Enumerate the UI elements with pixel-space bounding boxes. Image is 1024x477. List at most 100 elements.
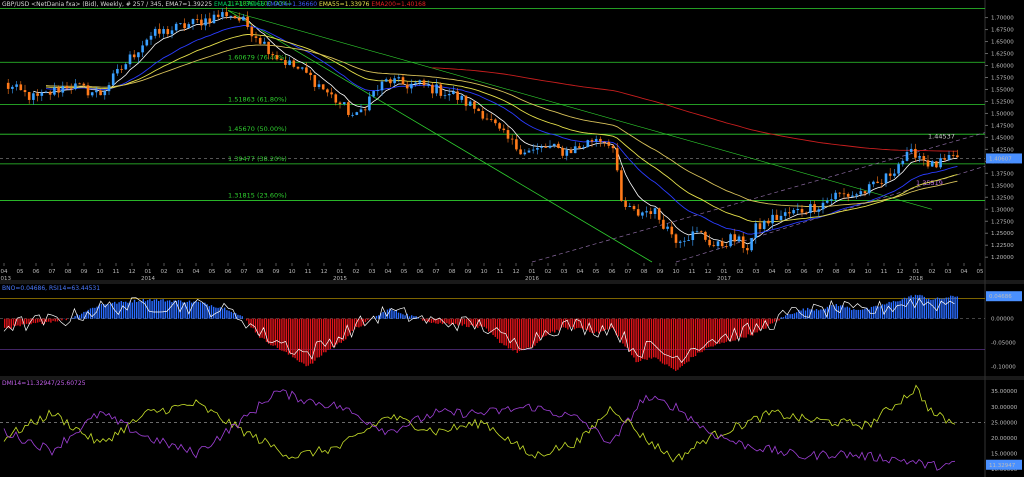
dmi-value-tag xyxy=(986,459,1022,470)
candle-body xyxy=(624,200,627,207)
candle-body xyxy=(775,214,779,220)
histogram-bar xyxy=(109,303,111,319)
x-tick-label: 03 xyxy=(753,269,760,275)
dmi-plus-line xyxy=(3,384,956,463)
histogram-bar xyxy=(281,318,283,351)
histogram-bar xyxy=(457,318,459,326)
histogram-bar xyxy=(349,318,351,335)
candle-body xyxy=(821,202,825,210)
histogram-bar xyxy=(298,318,301,362)
candle-body xyxy=(271,54,275,56)
histogram-bar xyxy=(928,298,930,319)
candle-body xyxy=(670,226,674,235)
candle-body xyxy=(439,84,443,96)
histogram-bar xyxy=(679,318,681,368)
histogram-bar xyxy=(945,297,947,319)
histogram-bar xyxy=(45,318,48,323)
candle-body xyxy=(183,23,186,29)
histogram-bar xyxy=(19,318,21,327)
histogram-bar xyxy=(657,318,659,360)
candle-body xyxy=(162,29,165,34)
ema55-label: EMA55=1.33976 xyxy=(318,1,370,8)
histogram-bar xyxy=(791,313,793,319)
y-tick-label: 1.55000 xyxy=(991,87,1014,93)
histogram-bar xyxy=(100,303,103,319)
histogram-bar xyxy=(802,308,804,319)
candle-body xyxy=(935,161,938,168)
osc-y-tick-label: 0.00000 xyxy=(991,317,1014,323)
histogram-bar xyxy=(725,318,727,342)
x-tick-label: 05 xyxy=(593,269,600,275)
histogram-bar xyxy=(98,304,100,319)
candle-body xyxy=(120,68,123,70)
histogram-bar xyxy=(540,318,543,339)
histogram-bar xyxy=(369,318,371,320)
candle-body xyxy=(300,67,304,69)
candle-body xyxy=(544,146,548,148)
histogram-bar xyxy=(699,318,701,353)
candle-body xyxy=(683,240,686,242)
histogram-bar xyxy=(712,318,714,347)
histogram-bar xyxy=(578,318,580,328)
histogram-bar xyxy=(213,306,215,319)
ema200-line xyxy=(432,67,958,152)
candle-body xyxy=(368,96,371,111)
candle-body xyxy=(603,141,606,143)
histogram-bar xyxy=(382,311,384,319)
histogram-bar xyxy=(675,318,677,371)
histogram-bar xyxy=(859,309,862,319)
y-tick-label: 1.50000 xyxy=(991,111,1014,117)
x-tick-label: 01 xyxy=(913,269,920,275)
x-tick-label: 07 xyxy=(625,269,632,275)
candle-body xyxy=(254,36,258,38)
candle-body xyxy=(750,238,753,251)
candle-body xyxy=(107,85,111,92)
histogram-bar xyxy=(206,304,208,319)
candle-body xyxy=(111,73,115,86)
candle-body xyxy=(809,204,812,213)
candle-body xyxy=(767,220,770,224)
candle-body xyxy=(452,91,455,94)
candle-body xyxy=(23,90,27,93)
x-tick-label: 07 xyxy=(433,269,440,275)
histogram-bar xyxy=(70,318,72,319)
x-tick-label: 10 xyxy=(97,269,104,275)
candle-body xyxy=(204,18,207,26)
chart-title: GBP/USD <NetDania fxa> (Bid), Weekly, # … xyxy=(2,1,213,8)
histogram-bar xyxy=(736,318,738,340)
candle-body xyxy=(11,86,14,89)
panel-separator xyxy=(0,376,1024,380)
candle-body xyxy=(191,19,195,25)
histogram-bar xyxy=(615,318,617,335)
histogram-bar xyxy=(400,313,402,319)
histogram-bar xyxy=(642,318,644,359)
candle-body xyxy=(170,30,174,35)
fib-level-label: 1.39477 (38.20%) xyxy=(228,155,287,163)
histogram-bar xyxy=(408,316,411,319)
histogram-bar xyxy=(754,318,756,333)
histogram-bar xyxy=(899,300,901,319)
candle-body xyxy=(872,181,875,185)
candle-body xyxy=(901,160,905,165)
candle-body xyxy=(930,161,934,167)
oscillator-panel-header: BNO=0.04686, RSI14=63.44531 xyxy=(2,285,100,292)
candle-body xyxy=(754,223,758,239)
histogram-bar xyxy=(716,318,719,344)
histogram-bar xyxy=(923,296,925,319)
histogram-bar xyxy=(261,318,263,338)
candle-body xyxy=(246,16,249,27)
candle-body xyxy=(813,204,816,212)
candle-body xyxy=(90,92,94,96)
histogram-bar xyxy=(943,298,945,319)
x-tick-label: 12 xyxy=(705,269,712,275)
histogram-bar xyxy=(483,318,485,327)
candle-body xyxy=(116,68,119,74)
candle-body xyxy=(888,173,892,176)
histogram-bar xyxy=(547,318,549,335)
candle-body xyxy=(78,83,81,85)
candle-body xyxy=(447,93,451,96)
histogram-bar xyxy=(428,318,430,323)
histogram-bar xyxy=(111,302,114,319)
histogram-bar xyxy=(23,318,26,325)
histogram-bar xyxy=(239,315,241,319)
